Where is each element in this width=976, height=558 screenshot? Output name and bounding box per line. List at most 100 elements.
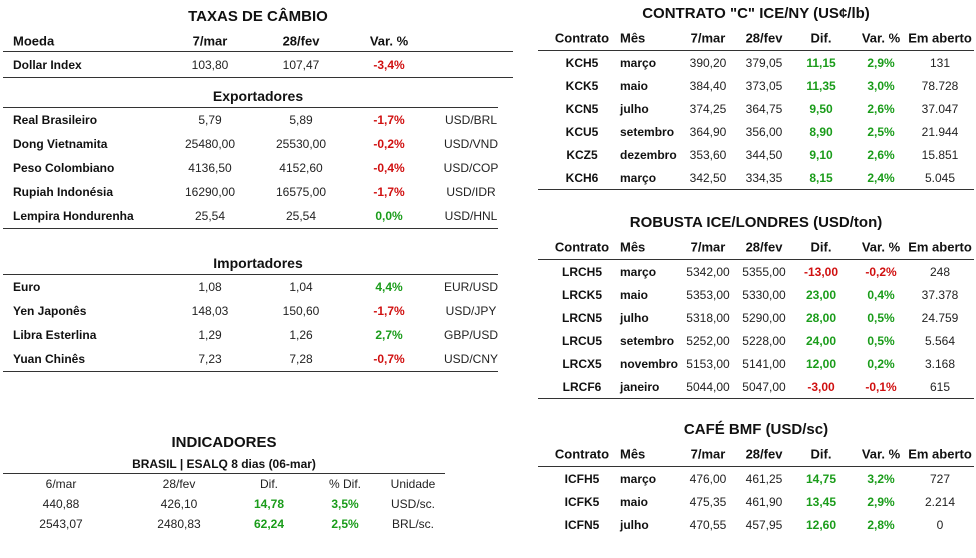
cambio-title: TAXAS DE CÂMBIO [188, 8, 328, 25]
contract-open-interest: 37.378 [921, 287, 959, 302]
ny-header-2: 7/mar [690, 30, 726, 46]
bmf-header-4: Dif. [810, 446, 832, 462]
contract-open-interest: 24.759 [921, 310, 959, 325]
currency-v2: 150,60 [282, 304, 320, 318]
robusta-table: Contrato Mês 7/mar 28/fev Dif. Var. % Em abert… [538, 235, 974, 399]
contract-month: maio [620, 287, 649, 302]
contract-month: maio [620, 494, 649, 509]
exportadores-title: Exportadores [212, 88, 304, 104]
currency-v1: 25,54 [194, 209, 226, 223]
contract-row: ICFN5 julho 470,55 457,95 12,60 2,8% 0 [538, 513, 974, 536]
contract-v2: 5047,00 [742, 379, 786, 394]
robusta-header-1: Mês [620, 239, 646, 255]
contract-row: ICFH5 março 476,00 461,25 14,75 3,2% 727 [538, 467, 974, 490]
contract-code: KCH6 [565, 170, 599, 185]
contract-v2: 5290,00 [742, 310, 786, 325]
bmf-header-0: Contrato [554, 446, 610, 462]
contract-code: LRCH5 [561, 264, 603, 279]
currency-v2: 16575,00 [275, 185, 327, 199]
indicador-row: 2543,07 2480,83 62,24 2,5% BRL/sc. [3, 514, 445, 534]
bmf-header-5: Var. % [861, 446, 901, 462]
contract-dif: 11,15 [806, 55, 836, 70]
contract-v2: 5355,00 [742, 264, 786, 279]
ny-header-1: Mês [620, 30, 646, 46]
robusta-header-row: Contrato Mês 7/mar 28/fev Dif. Var. % Em abert… [538, 235, 974, 260]
contract-code: ICFK5 [564, 494, 600, 509]
cambio-header-row: Moeda 7/mar 28/fev Var. % [3, 30, 513, 52]
contract-row: KCH6 março 342,50 334,35 8,15 2,4% 5.045 [538, 166, 974, 189]
ind-h0: 6/mar [45, 477, 77, 491]
contract-open-interest: 78.728 [921, 78, 959, 93]
contract-v1: 5353,00 [686, 287, 730, 302]
contract-v1: 5252,00 [686, 333, 730, 348]
cambio-header-moeda: Moeda [13, 33, 55, 48]
currency-pair: USD/IDR [446, 185, 496, 199]
contract-month: setembro [620, 124, 675, 139]
ind-h3: % Dif. [328, 477, 362, 491]
contract-row: LRCU5 setembro 5252,00 5228,00 24,00 0,5% 5.56… [538, 329, 974, 352]
robusta-header-3: 28/fev [745, 239, 783, 255]
robusta-title: ROBUSTA ICE/LONDRES (USD/ton) [629, 214, 883, 231]
ind-v1: 440,88 [42, 497, 80, 511]
contract-v1: 364,90 [689, 124, 727, 139]
currency-row: Euro 1,08 1,04 4,4% EUR/USD [3, 275, 498, 299]
contract-var: -0,1% [865, 379, 897, 394]
currency-var: -0,2% [373, 137, 405, 151]
importadores-title: Importadores [213, 255, 303, 271]
contract-month: novembro [620, 356, 679, 371]
ind-h4: Unidade [390, 477, 436, 491]
currency-name: Rupiah Indonésia [13, 185, 114, 199]
contract-var: 2,5% [867, 124, 895, 139]
ny-table: Contrato Mês 7/mar 28/fev Dif. Var. % Em abert… [538, 26, 974, 190]
contract-dif: 14,75 [805, 471, 837, 486]
contract-open-interest: 248 [929, 264, 951, 279]
contract-code: ICFN5 [564, 517, 600, 532]
robusta-header-6: Em aberto [908, 239, 972, 255]
ind-unit: USD/sc. [390, 497, 436, 511]
contract-dif: 24,00 [805, 333, 837, 348]
contract-dif: 23,00 [805, 287, 837, 302]
importadores-table: Euro 1,08 1,04 4,4% EUR/USD Yen Japonês 148,03… [3, 274, 498, 372]
contract-dif: 8,15 [809, 170, 833, 185]
contract-dif: -13,00 [803, 264, 839, 279]
currency-name: Yuan Chinês [13, 352, 86, 366]
contract-dif: 12,00 [805, 356, 837, 371]
contract-row: KCK5 maio 384,40 373,05 11,35 3,0% 78.728 [538, 74, 974, 97]
contract-var: 2,6% [867, 147, 895, 162]
bmf-header-row: Contrato Mês 7/mar 28/fev Dif. Var. % Em abert… [538, 442, 974, 467]
contract-dif: 12,60 [805, 517, 837, 532]
contract-v2: 373,05 [745, 78, 783, 93]
contract-open-interest: 615 [929, 379, 951, 394]
contract-v1: 5318,00 [686, 310, 730, 325]
currency-var: -1,7% [373, 304, 405, 318]
contract-open-interest: 21.944 [921, 124, 959, 139]
currency-var: -0,4% [373, 161, 405, 175]
currency-v2: 1,26 [289, 328, 313, 342]
currency-v2: 25530,00 [275, 137, 327, 151]
ind-pct: 2,5% [331, 517, 359, 531]
contract-dif: 11,35 [806, 78, 836, 93]
currency-row: Libra Esterlina 1,29 1,26 2,7% GBP/USD [3, 323, 498, 347]
contract-month: março [620, 264, 657, 279]
dollar-index-row: Dollar Index 103,80 107,47 -3,4% [3, 52, 513, 78]
currency-pair: USD/VND [443, 137, 499, 151]
ind-dif: 62,24 [253, 517, 285, 531]
contract-v2: 334,35 [745, 170, 783, 185]
contract-var: 2,9% [867, 494, 895, 509]
contract-month: julho [620, 517, 649, 532]
currency-pair: USD/CNY [443, 352, 499, 366]
contract-month: março [620, 471, 657, 486]
currency-name: Libra Esterlina [13, 328, 97, 342]
ind-dif: 14,78 [253, 497, 285, 511]
indicador-row: 440,88 426,10 14,78 3,5% USD/sc. [3, 494, 445, 514]
contract-dif: -3,00 [807, 379, 835, 394]
currency-v2: 25,54 [285, 209, 317, 223]
contract-code: LRCK5 [561, 287, 603, 302]
ny-header-4: Dif. [810, 30, 832, 46]
currency-v1: 4136,50 [188, 161, 232, 175]
contract-open-interest: 131 [929, 55, 951, 70]
row-v1: 103,80 [191, 57, 229, 72]
indicadores-title: INDICADORES [171, 434, 277, 451]
contract-var: 2,6% [867, 101, 895, 116]
contract-code: LRCX5 [562, 356, 602, 371]
